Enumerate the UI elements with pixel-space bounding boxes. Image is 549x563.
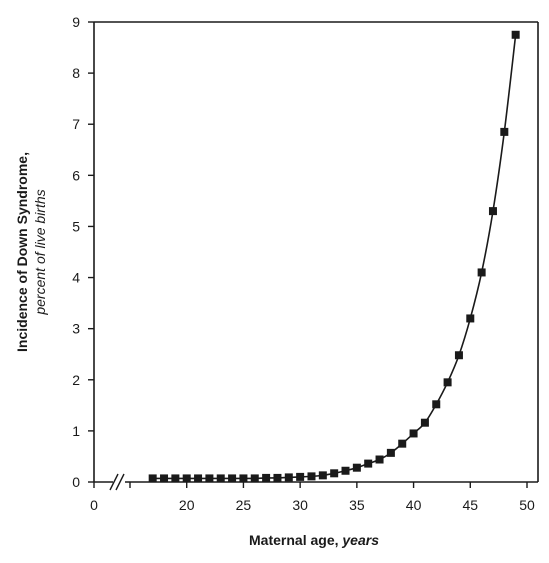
data-point — [341, 466, 350, 475]
y-tick-label: 1 — [72, 423, 80, 439]
y-tick-label: 4 — [72, 270, 80, 286]
data-point — [352, 463, 361, 472]
y-tick-label: 3 — [72, 321, 80, 337]
data-point — [386, 448, 395, 457]
data-point — [284, 473, 293, 482]
data-point — [420, 418, 429, 427]
data-point — [194, 474, 203, 483]
x-axis-title: Maternal age, years — [249, 532, 379, 548]
data-point — [273, 473, 282, 482]
x-axis-title-unit: years — [341, 532, 379, 548]
data-point — [511, 30, 520, 39]
data-point — [330, 469, 339, 478]
y-axis-title-group: Incidence of Down Syndrome, — [14, 152, 30, 352]
y-tick-label: 9 — [72, 14, 80, 30]
x-tick-label: 30 — [292, 497, 308, 513]
data-point — [148, 474, 157, 483]
x-tick-label: 25 — [236, 497, 252, 513]
data-point — [160, 474, 169, 483]
data-point — [239, 474, 248, 483]
data-point — [171, 474, 180, 483]
data-point — [364, 459, 373, 468]
data-point — [307, 472, 316, 481]
y-tick-label: 8 — [72, 65, 80, 81]
data-point — [296, 472, 305, 481]
data-point — [318, 471, 327, 480]
x-axis-title-main: Maternal age — [249, 532, 335, 548]
x-tick-label: 0 — [90, 497, 98, 513]
x-axis-title-comma: , — [335, 532, 343, 548]
y-tick-label: 5 — [72, 218, 80, 234]
x-tick-label: 40 — [406, 497, 422, 513]
data-point — [466, 314, 475, 323]
axis-break-slash-2 — [115, 473, 125, 491]
data-point — [182, 474, 191, 483]
data-point — [228, 474, 237, 483]
y-tick-label: 2 — [72, 372, 80, 388]
y-axis-subtitle-group: percent of live births — [32, 189, 48, 315]
data-point — [409, 429, 418, 438]
data-point — [250, 474, 259, 483]
axis-break-slash-1 — [109, 473, 119, 491]
data-point — [500, 127, 509, 136]
y-axis-title-unit: percent of live births — [32, 189, 48, 315]
data-point — [477, 268, 486, 277]
y-axis-title: Incidence of Down Syndrome, — [14, 152, 30, 352]
y-tick-label: 7 — [72, 116, 80, 132]
data-point — [488, 207, 497, 216]
data-point — [432, 400, 441, 409]
x-tick-label: 35 — [349, 497, 365, 513]
data-point — [454, 351, 463, 360]
x-tick-label: 50 — [519, 497, 535, 513]
series-line — [152, 34, 517, 480]
markers — [148, 30, 520, 483]
data-point — [216, 474, 225, 483]
y-tick-label: 6 — [72, 167, 80, 183]
x-tick-label: 45 — [462, 497, 478, 513]
curve — [152, 34, 517, 480]
data-point — [262, 473, 271, 482]
y-tick-label: 0 — [72, 474, 80, 490]
data-point — [205, 474, 214, 483]
data-point — [443, 378, 452, 387]
x-tick-label: 20 — [179, 497, 195, 513]
axes — [93, 21, 539, 491]
data-point — [375, 455, 384, 464]
data-point — [398, 439, 407, 448]
